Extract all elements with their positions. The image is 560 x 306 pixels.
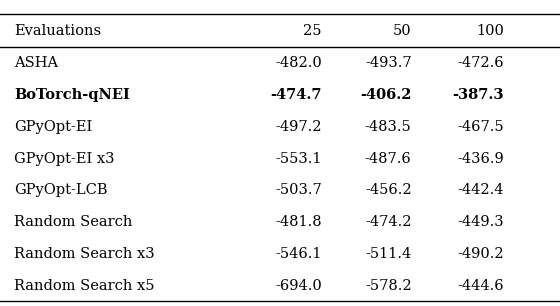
Text: -511.4: -511.4 (365, 247, 412, 261)
Text: GPyOpt-LCB: GPyOpt-LCB (14, 183, 108, 197)
Text: Evaluations: Evaluations (14, 24, 101, 38)
Text: -474.2: -474.2 (365, 215, 412, 229)
Text: -467.5: -467.5 (458, 120, 504, 134)
Text: GPyOpt-EI x3: GPyOpt-EI x3 (14, 151, 114, 166)
Text: -503.7: -503.7 (276, 183, 322, 197)
Text: -456.2: -456.2 (365, 183, 412, 197)
Text: -474.7: -474.7 (270, 88, 322, 102)
Text: -546.1: -546.1 (276, 247, 322, 261)
Text: -497.2: -497.2 (276, 120, 322, 134)
Text: Random Search x3: Random Search x3 (14, 247, 155, 261)
Text: -578.2: -578.2 (365, 278, 412, 293)
Text: -472.6: -472.6 (458, 56, 504, 70)
Text: Random Search: Random Search (14, 215, 132, 229)
Text: -487.6: -487.6 (365, 151, 412, 166)
Text: -449.3: -449.3 (458, 215, 504, 229)
Text: -481.8: -481.8 (276, 215, 322, 229)
Text: Random Search x5: Random Search x5 (14, 278, 155, 293)
Text: -442.4: -442.4 (458, 183, 504, 197)
Text: -436.9: -436.9 (458, 151, 504, 166)
Text: 25: 25 (304, 24, 322, 38)
Text: GPyOpt-EI: GPyOpt-EI (14, 120, 92, 134)
Text: -444.6: -444.6 (458, 278, 504, 293)
Text: -490.2: -490.2 (458, 247, 504, 261)
Text: -387.3: -387.3 (452, 88, 504, 102)
Text: -483.5: -483.5 (365, 120, 412, 134)
Text: -553.1: -553.1 (276, 151, 322, 166)
Text: -482.0: -482.0 (276, 56, 322, 70)
Text: ASHA: ASHA (14, 56, 58, 70)
Text: -694.0: -694.0 (276, 278, 322, 293)
Text: 50: 50 (393, 24, 412, 38)
Text: -493.7: -493.7 (365, 56, 412, 70)
Text: BoTorch-qNEI: BoTorch-qNEI (14, 88, 130, 102)
Text: 100: 100 (476, 24, 504, 38)
Text: -406.2: -406.2 (360, 88, 412, 102)
